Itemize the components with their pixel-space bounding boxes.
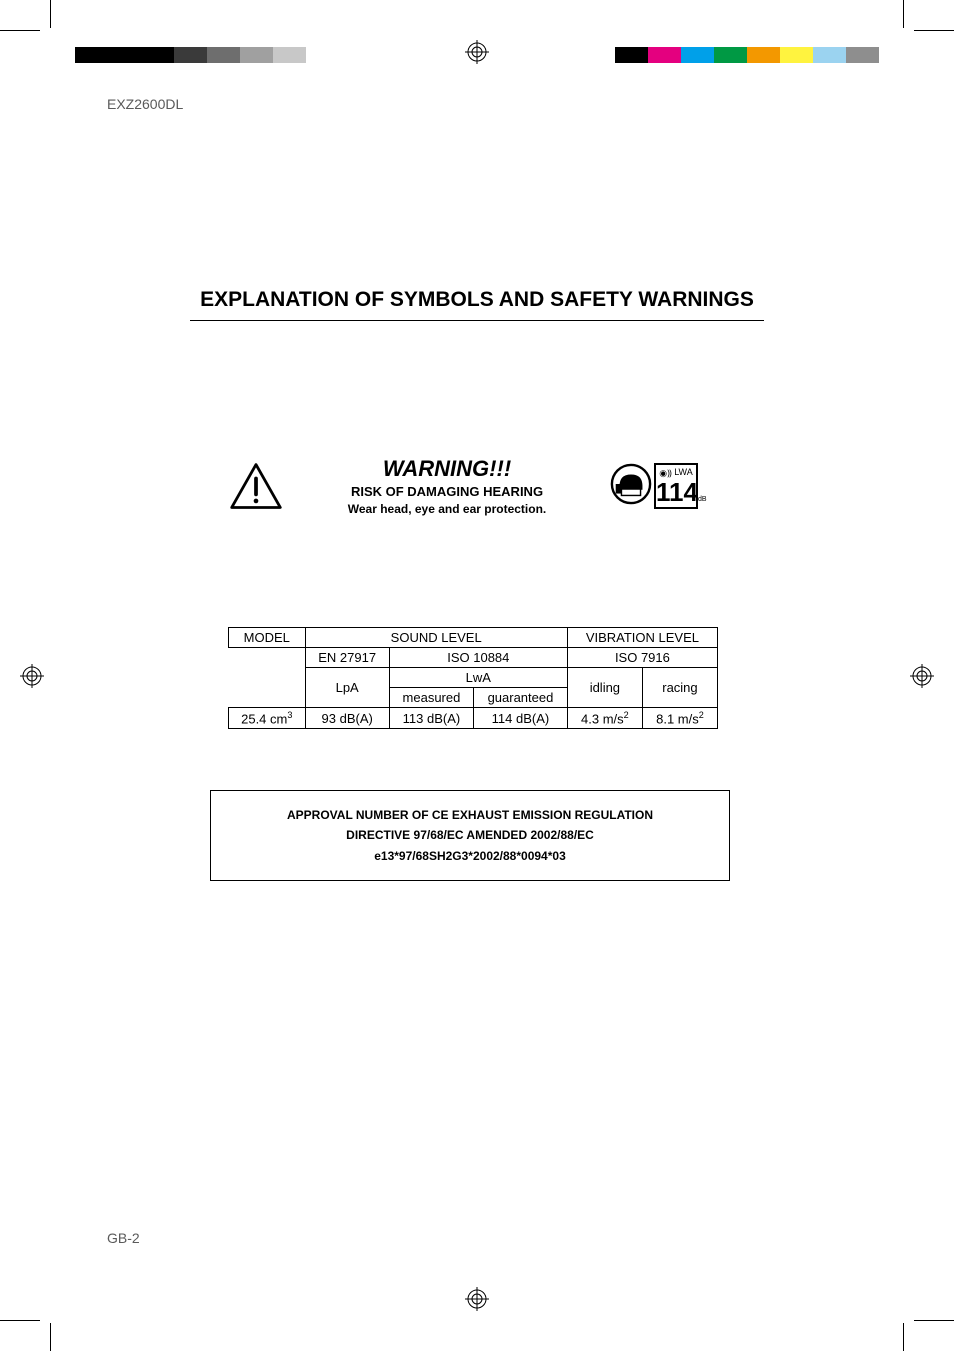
th-racing: racing [642, 668, 717, 708]
crop-mark [0, 30, 40, 31]
color-swatch [714, 47, 747, 63]
registration-mark-icon [465, 40, 489, 64]
crop-mark [903, 1323, 904, 1351]
color-swatch [681, 47, 714, 63]
td-lwa-measured: 113 dB(A) [389, 708, 473, 729]
approval-box: APPROVAL NUMBER OF CE EXHAUST EMISSION R… [210, 790, 730, 881]
th-iso7916: ISO 7916 [567, 648, 717, 668]
color-swatch [108, 47, 141, 63]
ppe-helmet-icon [610, 463, 652, 505]
crop-mark [914, 1320, 954, 1321]
td-lpa: 93 dB(A) [305, 708, 389, 729]
warning-title: WARNING!!! [292, 456, 602, 482]
th-en27917: EN 27917 [305, 648, 389, 668]
approval-line2: DIRECTIVE 97/68/EC AMENDED 2002/88/EC [221, 825, 719, 845]
lwa-number: 114 [656, 477, 698, 507]
color-swatch [207, 47, 240, 63]
color-swatch [813, 47, 846, 63]
color-swatch [615, 47, 648, 63]
crop-mark [903, 0, 904, 28]
approval-line3: e13*97/68SH2G3*2002/88*0094*03 [221, 846, 719, 866]
warning-box: WARNING!!! RISK OF DAMAGING HEARING Wear… [228, 443, 698, 528]
page-number: GB-2 [107, 1230, 140, 1246]
warning-triangle-icon [228, 458, 284, 514]
model-label: EXZ2600DL [107, 96, 183, 112]
td-lwa-guaranteed: 114 dB(A) [474, 708, 568, 729]
registration-mark-icon [465, 1287, 489, 1311]
registration-mark-icon [20, 664, 44, 688]
color-swatch [273, 47, 306, 63]
crop-mark [914, 30, 954, 31]
th-measured: measured [389, 688, 473, 708]
grayscale-calibration-bar [75, 47, 339, 63]
title-underline [190, 320, 764, 321]
th-vibration-level: VIBRATION LEVEL [567, 628, 717, 648]
th-model: MODEL [229, 628, 306, 648]
lwa-db-unit: dB [698, 496, 707, 503]
color-swatch [240, 47, 273, 63]
color-swatch [780, 47, 813, 63]
th-sound-level: SOUND LEVEL [305, 628, 567, 648]
td-displacement: 25.4 cm3 [229, 708, 306, 729]
th-iso10884: ISO 10884 [389, 648, 567, 668]
th-lpa: LpA [305, 668, 389, 708]
lwa-label: LWA [674, 467, 693, 477]
lwa-sound-power-box: ◉⸩ LWA 114dB [654, 463, 698, 509]
color-swatch [75, 47, 108, 63]
page-title: EXPLANATION OF SYMBOLS AND SAFETY WARNIN… [0, 288, 954, 312]
registration-mark-icon [910, 664, 934, 688]
color-swatch [648, 47, 681, 63]
crop-mark [50, 0, 51, 28]
th-idling: idling [567, 668, 642, 708]
color-swatch [174, 47, 207, 63]
color-swatch [141, 47, 174, 63]
crop-mark [0, 1320, 40, 1321]
warning-wear-text: Wear head, eye and ear protection. [292, 502, 602, 516]
approval-line1: APPROVAL NUMBER OF CE EXHAUST EMISSION R… [221, 805, 719, 825]
td-vib-idling: 4.3 m/s2 [567, 708, 642, 729]
crop-mark [50, 1323, 51, 1351]
color-swatch [306, 47, 339, 63]
th-lwa: LwA [389, 668, 567, 688]
color-swatch [846, 47, 879, 63]
color-swatch [747, 47, 780, 63]
color-calibration-bar [615, 47, 879, 63]
td-vib-racing: 8.1 m/s2 [642, 708, 717, 729]
warning-risk-text: RISK OF DAMAGING HEARING [292, 484, 602, 499]
specifications-table: MODEL SOUND LEVEL VIBRATION LEVEL EN 279… [228, 627, 718, 729]
th-guaranteed: guaranteed [474, 688, 568, 708]
